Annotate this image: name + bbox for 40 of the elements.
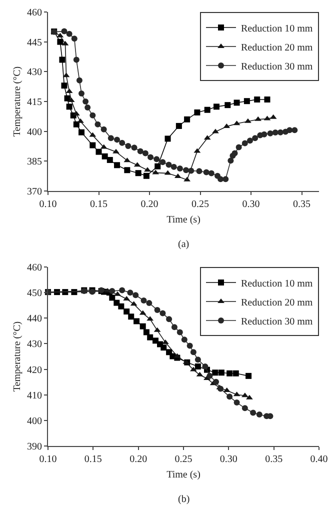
legend-label: Reduction 10 mm — [241, 278, 313, 290]
x-tick-label: 0.30 — [242, 199, 260, 210]
y-tick-label: 440 — [27, 314, 42, 325]
y-tick-label: 450 — [27, 288, 42, 300]
y-tick-label: 460 — [27, 262, 42, 274]
x-tick-label: 0.20 — [130, 454, 148, 465]
x-axis-title: Time (s) — [166, 470, 200, 480]
y-tick-label: 400 — [27, 416, 42, 427]
y-tick-label: 370 — [27, 186, 42, 198]
x-tick-label: 0.20 — [140, 199, 158, 210]
y-tick-label: 445 — [27, 37, 42, 48]
x-tick-label: 0.25 — [192, 199, 209, 210]
y-tick-label: 385 — [27, 156, 42, 168]
x-tick-label: 0.10 — [39, 454, 57, 465]
x-tick-label: 0.25 — [174, 454, 192, 465]
legend-label: Reduction 30 mm — [241, 316, 313, 328]
text: (b) — [178, 494, 190, 505]
x-tick-label: 0.35 — [293, 199, 310, 210]
y-tick-label: 460 — [27, 8, 42, 18]
text: (a) — [178, 239, 190, 250]
legend-label: Reduction 30 mm — [241, 61, 313, 72]
y-tick-label: 415 — [27, 97, 42, 108]
legend-label: Reduction 20 mm — [241, 42, 313, 54]
x-tick-label: 0.10 — [39, 199, 57, 210]
legend-label: Reduction 10 mm — [241, 23, 313, 34]
x-tick-label: 0.15 — [90, 199, 108, 210]
x-axis-title: Time (s) — [166, 214, 200, 226]
y-tick-label: 410 — [27, 390, 42, 402]
y-tick-label: 390 — [27, 442, 42, 452]
y-tick-label: 430 — [27, 339, 42, 350]
x-tick-label: 0.15 — [84, 454, 102, 465]
x-tick-label: 0.35 — [265, 454, 283, 465]
legend-label: Reduction 20 mm — [241, 297, 313, 308]
y-tick-label: 400 — [27, 126, 42, 138]
x-tick-label: 0.30 — [220, 454, 238, 465]
x-tick-label: 0.40 — [310, 454, 328, 465]
y-axis-title: Temperature (°C) — [12, 66, 23, 137]
y-tick-label: 430 — [27, 67, 42, 78]
y-axis-title: Temperature (°C) — [12, 321, 23, 392]
y-tick-label: 420 — [27, 364, 42, 376]
